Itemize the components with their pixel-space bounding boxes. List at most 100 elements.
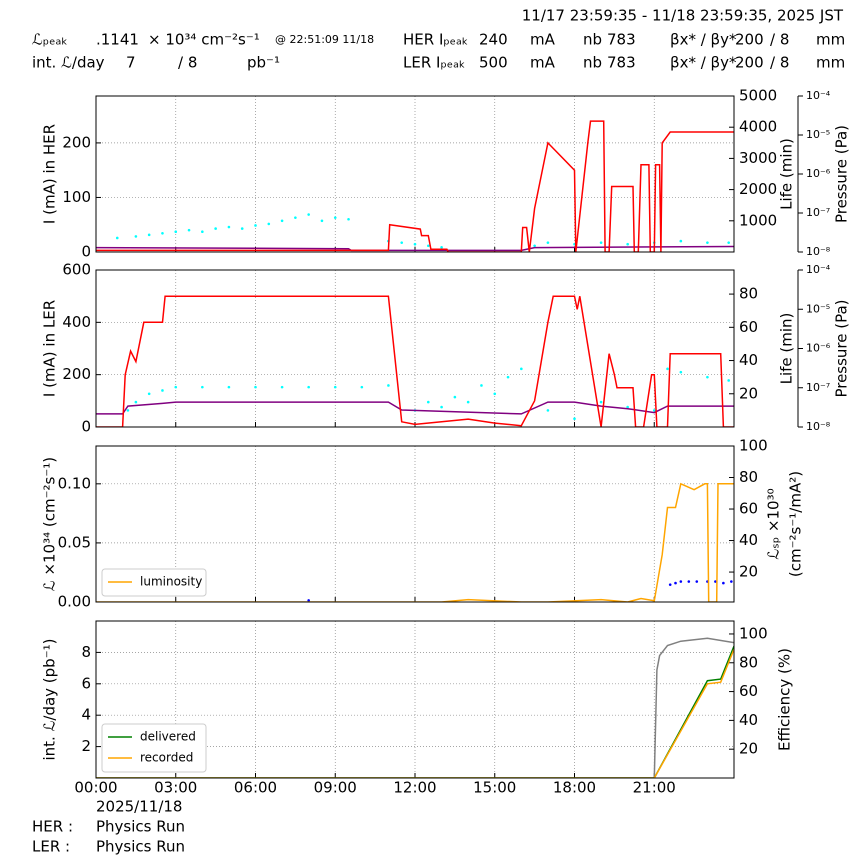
y2-tick-label: 3000 [739, 149, 777, 167]
y-axis-label: int. ℒ/day (pb⁻¹) [41, 639, 59, 761]
data-point [360, 385, 364, 389]
x-tick-label: 21:00 [633, 779, 676, 797]
data-point [466, 400, 470, 404]
y3-tick-label: 10⁻⁸ [806, 420, 831, 433]
data-point [453, 395, 457, 399]
y-tick-label: 0 [81, 243, 91, 261]
x-tick-label: 00:00 [74, 779, 117, 797]
ring-label: LER : [32, 838, 70, 856]
data-point [599, 400, 603, 404]
plot-area [96, 295, 734, 427]
y-axis-label: I (mA) in HER [41, 124, 59, 224]
data-point [722, 581, 725, 585]
x-tick-label: 06:00 [234, 779, 277, 797]
data-point [227, 385, 231, 389]
ring-label: HER : [32, 818, 73, 836]
header-item: 240 [479, 31, 508, 49]
header-item: @ 22:51:09 11/18 [275, 33, 374, 46]
y3-tick-label: 10⁻⁴ [806, 89, 831, 102]
data-point [695, 580, 699, 583]
y2-tick-label: 80 [739, 468, 758, 486]
data-point [307, 385, 310, 389]
y2-tick-label: 80 [739, 653, 758, 671]
data-point [520, 367, 523, 371]
plot-frame [95, 269, 735, 428]
header-item: βx* / βy* [670, 54, 737, 72]
header-item: βx* / βy* [670, 31, 737, 49]
data-point [440, 405, 443, 409]
header-item: pb⁻¹ [247, 54, 280, 72]
y2-axis-label: Life (min) [778, 138, 796, 210]
header-item: × 10³⁴ cm⁻²s⁻¹ [148, 31, 260, 49]
header-item: / 8 [178, 54, 197, 72]
y-axis-label: I (mA) in LER [41, 300, 59, 397]
x-tick-label: 18:00 [553, 779, 596, 797]
header-item: 200 [735, 31, 764, 49]
data-point [267, 222, 271, 226]
header-item: nb [583, 54, 602, 72]
data-point [727, 241, 730, 244]
data-point [714, 580, 717, 583]
plot-area [96, 482, 734, 602]
legend-box [101, 568, 207, 597]
y-tick-label: 0.00 [58, 593, 91, 611]
data-line [653, 637, 734, 778]
y2-axis-label: Life (min) [778, 313, 796, 385]
legend-label: delivered [140, 730, 196, 744]
y-tick-label: 2 [81, 737, 91, 755]
header-item: 783 [607, 54, 636, 72]
data-line [96, 482, 734, 602]
y2-tick-label: 20 [739, 384, 758, 402]
y-tick-label: 200 [62, 133, 91, 151]
header-item: 783 [607, 31, 636, 49]
data-point [174, 385, 178, 389]
data-point [161, 389, 164, 392]
data-point [227, 225, 231, 229]
data-point [679, 239, 683, 243]
data-point [666, 367, 669, 371]
data-point [134, 400, 138, 404]
data-point [280, 385, 284, 389]
y-tick-label: 0 [81, 418, 91, 436]
y2-axis-label: Efficiency (%) [776, 648, 794, 751]
date-label: 2025/11/18 [96, 798, 182, 816]
data-point [187, 228, 191, 232]
y-tick-label: 0.05 [58, 533, 91, 551]
plot-frame [95, 620, 735, 779]
y3-tick-label: 10⁻⁴ [806, 263, 831, 276]
chart-title: 11/17 23:59:35 - 11/18 23:59:35, 2025 JS… [522, 7, 844, 25]
header-item: 500 [479, 54, 508, 72]
y3-tick-label: 10⁻⁵ [806, 128, 830, 141]
data-point [400, 241, 404, 244]
data-line [96, 120, 734, 252]
data-line [96, 649, 734, 778]
header-item: mm [816, 31, 845, 49]
data-point [201, 385, 204, 389]
data-point [333, 216, 337, 219]
y-axis-label: ℒ ×10³⁴ (cm⁻²s⁻¹) [41, 457, 59, 591]
data-point [652, 409, 656, 412]
data-point [307, 213, 310, 216]
y2-tick-label: 40 [739, 531, 758, 549]
legend-box [101, 723, 207, 773]
data-point [599, 241, 603, 244]
y2-tick-label: 80 [739, 285, 758, 303]
header-item: / 8 [770, 54, 789, 72]
y2-tick-label: 60 [739, 500, 758, 518]
header-item: LER Iₚₑₐₖ [403, 54, 465, 72]
data-point [546, 241, 550, 244]
y2-axis-label: (cm⁻²s⁻¹/mA²) [787, 471, 805, 577]
data-point [240, 227, 244, 230]
data-point [254, 224, 257, 227]
data-line [96, 645, 734, 778]
header-item: mA [530, 31, 556, 49]
data-point [493, 392, 497, 396]
y3-axis-label: Pressure (Pa) [833, 299, 851, 397]
plot-area [96, 120, 734, 252]
data-point [679, 370, 683, 374]
header-item: nb [583, 31, 602, 49]
data-point [134, 235, 138, 238]
header-item: int. ℒ/day [32, 54, 105, 72]
data-point [480, 384, 483, 387]
header-item: .1141 [96, 31, 139, 49]
